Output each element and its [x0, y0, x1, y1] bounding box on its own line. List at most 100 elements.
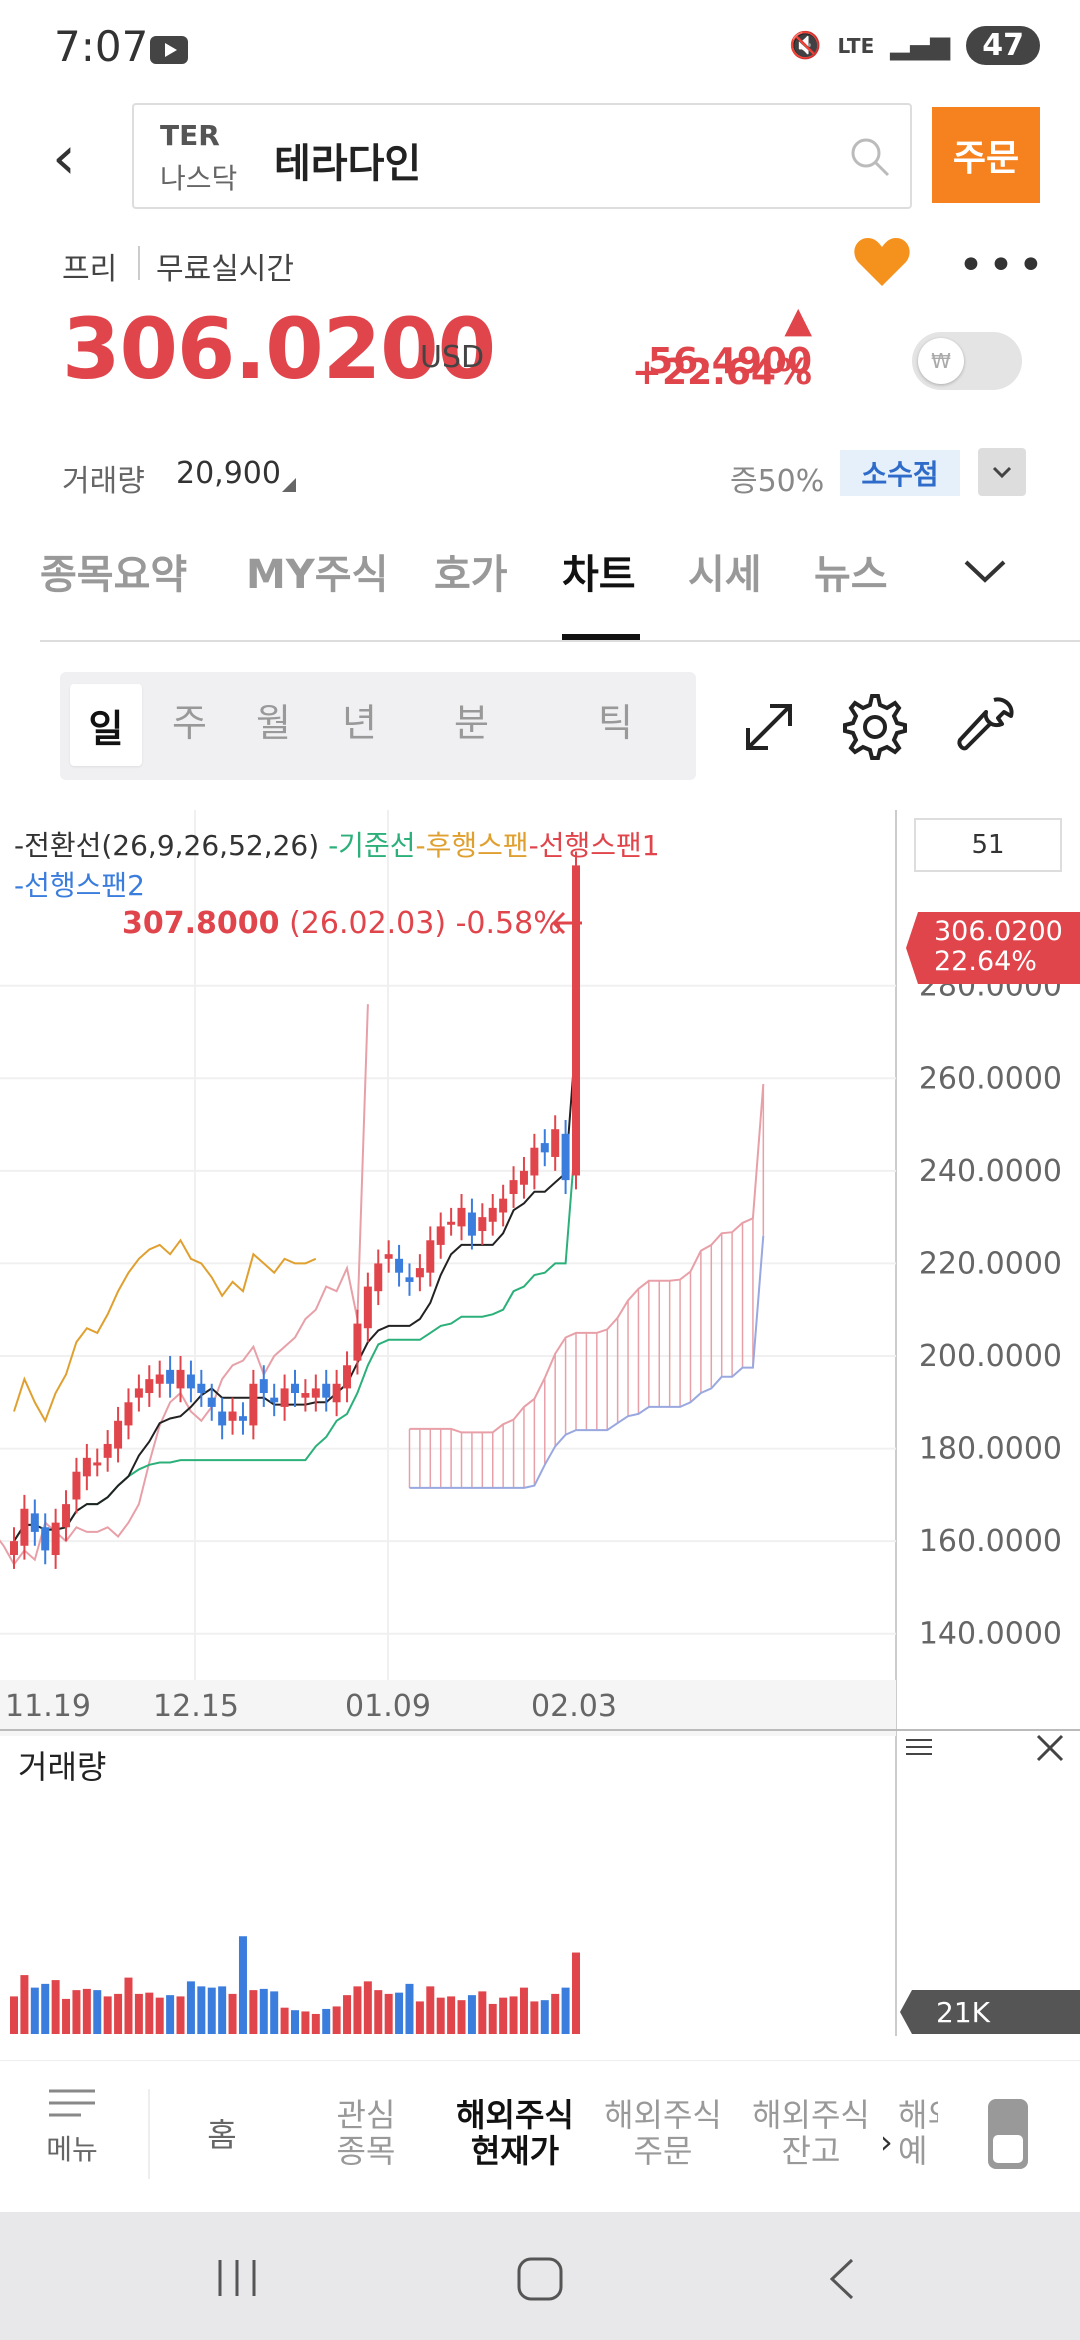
- divider: [40, 640, 1080, 642]
- youtube-icon: [150, 36, 188, 64]
- signal-icon: ▂▄▆: [890, 30, 951, 61]
- price-change-percent: +22.64%: [631, 352, 812, 393]
- candlestick: [114, 1406, 123, 1463]
- mute-icon: 🔇: [789, 30, 822, 61]
- nav-overseas-order[interactable]: 해외주식 주문: [604, 2096, 722, 2170]
- back-button[interactable]: ‹: [52, 123, 76, 193]
- tab-summary[interactable]: 종목요약: [40, 552, 188, 598]
- divider: [138, 246, 140, 280]
- volume-bar: [270, 1991, 279, 2034]
- volume-bar: [426, 1986, 435, 2034]
- volume-bar: [572, 1952, 580, 2034]
- recent-apps-icon[interactable]: [214, 2258, 260, 2298]
- candlestick: [176, 1356, 185, 1403]
- tab-my-stock[interactable]: MY주식: [246, 552, 389, 598]
- y-tick-label: 240.0000: [919, 1154, 1062, 1189]
- leading-span-1-line: [409, 1084, 765, 1434]
- wrench-icon[interactable]: [950, 692, 1020, 762]
- candlestick: [509, 1166, 518, 1208]
- volume-bar: [436, 1997, 445, 2034]
- more-options-icon[interactable]: •••: [958, 240, 1048, 291]
- candlestick: [457, 1194, 466, 1241]
- period-year[interactable]: 년: [342, 701, 377, 745]
- nav-menu[interactable]: 메뉴: [36, 2085, 108, 2168]
- order-button[interactable]: 주문: [932, 107, 1040, 203]
- nav-watchlist[interactable]: 관심 종목: [336, 2096, 396, 2170]
- volume-bar: [457, 2000, 466, 2034]
- candlestick: [405, 1263, 414, 1296]
- decimal-button[interactable]: 소수점: [840, 450, 960, 496]
- tab-news[interactable]: 뉴스: [814, 552, 888, 598]
- chevron-right-icon[interactable]: ›: [880, 2123, 893, 2161]
- legend-lagging: -후행스팬: [415, 829, 529, 862]
- nav-overseas-balance[interactable]: 해외주식 잔고: [752, 2096, 870, 2170]
- stock-chart[interactable]: 280.0000 260.0000 240.0000 220.0000 200.0000…: [0, 810, 1080, 2036]
- candlestick: [488, 1194, 497, 1236]
- menu-icon[interactable]: [906, 1739, 932, 1755]
- expand-icon[interactable]: [734, 692, 804, 762]
- period-week[interactable]: 주: [172, 701, 207, 745]
- volume-bar: [166, 1995, 175, 2034]
- nav-overseas-deposit[interactable]: 해외 예: [898, 2097, 938, 2169]
- candlestick: [540, 1129, 549, 1167]
- candlestick: [426, 1226, 435, 1287]
- legend-lead2: -선행스팬2: [14, 869, 145, 902]
- nav-home[interactable]: 홈: [207, 2116, 237, 2154]
- tab-price[interactable]: 시세: [688, 552, 762, 598]
- candlestick: [447, 1207, 456, 1236]
- leading-span-2-line: [409, 1235, 765, 1489]
- close-icon[interactable]: [1036, 1734, 1064, 1762]
- volume-bar: [311, 2013, 320, 2034]
- gear-icon[interactable]: [840, 692, 910, 762]
- network-label: LTE: [837, 33, 875, 58]
- candlestick: [145, 1365, 154, 1407]
- period-day[interactable]: 일: [70, 684, 142, 766]
- candlestick: [20, 1494, 29, 1560]
- period-month[interactable]: 월: [256, 701, 291, 745]
- candlestick: [238, 1402, 247, 1435]
- chevron-down-icon[interactable]: [960, 552, 1010, 592]
- volume-bar: [124, 1977, 133, 2034]
- period-tick[interactable]: 틱: [598, 701, 633, 745]
- legend-lead1: -선행스팬1: [528, 829, 660, 862]
- chart-period-input[interactable]: 51: [914, 818, 1062, 872]
- candlestick: [134, 1374, 143, 1412]
- tab-quote[interactable]: 호가: [434, 552, 508, 598]
- back-nav-icon[interactable]: [824, 2256, 860, 2302]
- y-tick-label: 260.0000: [919, 1061, 1062, 1096]
- current-price-tag: 306.0200 22.64%: [906, 912, 1080, 984]
- volume-value: 20,900: [176, 456, 281, 491]
- volume-label: 거래량: [62, 464, 145, 499]
- volume-bar: [519, 1987, 528, 2034]
- stock-search-box[interactable]: TER 나스닥 테라다인: [132, 103, 912, 209]
- candlestick: [82, 1443, 91, 1491]
- phone-icon[interactable]: [986, 2097, 1030, 2171]
- volume-bar: [478, 1991, 487, 2034]
- volume-bar: [10, 1996, 18, 2034]
- candlestick: [197, 1369, 206, 1407]
- candlestick: [551, 1115, 560, 1171]
- y-tick-label: 200.0000: [919, 1339, 1062, 1374]
- currency-toggle[interactable]: ₩: [912, 332, 1022, 390]
- volume-bar: [20, 1975, 29, 2034]
- ticker-symbol: TER: [160, 119, 220, 152]
- nav-overseas-price[interactable]: 해외주식 현재가: [456, 2096, 574, 2170]
- candlestick: [270, 1383, 279, 1417]
- y-tick-label: 140.0000: [919, 1617, 1062, 1652]
- candlestick: [41, 1513, 50, 1565]
- candlestick: [301, 1379, 310, 1412]
- period-minute[interactable]: 분: [454, 701, 489, 745]
- currency-label: USD: [420, 340, 485, 375]
- volume-bar: [540, 2000, 549, 2034]
- expand-button[interactable]: [978, 448, 1026, 496]
- candlestick: [280, 1374, 289, 1421]
- tab-chart[interactable]: 차트: [562, 552, 636, 598]
- heart-icon[interactable]: [852, 234, 912, 290]
- home-icon[interactable]: [516, 2256, 564, 2302]
- chart-canvas[interactable]: 280.0000260.0000240.0000220.0000200.0000…: [0, 810, 1080, 2036]
- volume-bar: [551, 1993, 560, 2034]
- candlestick: [384, 1240, 393, 1273]
- candlestick: [259, 1365, 268, 1407]
- stock-name: 테라다인: [274, 141, 422, 187]
- search-icon[interactable]: [848, 135, 892, 179]
